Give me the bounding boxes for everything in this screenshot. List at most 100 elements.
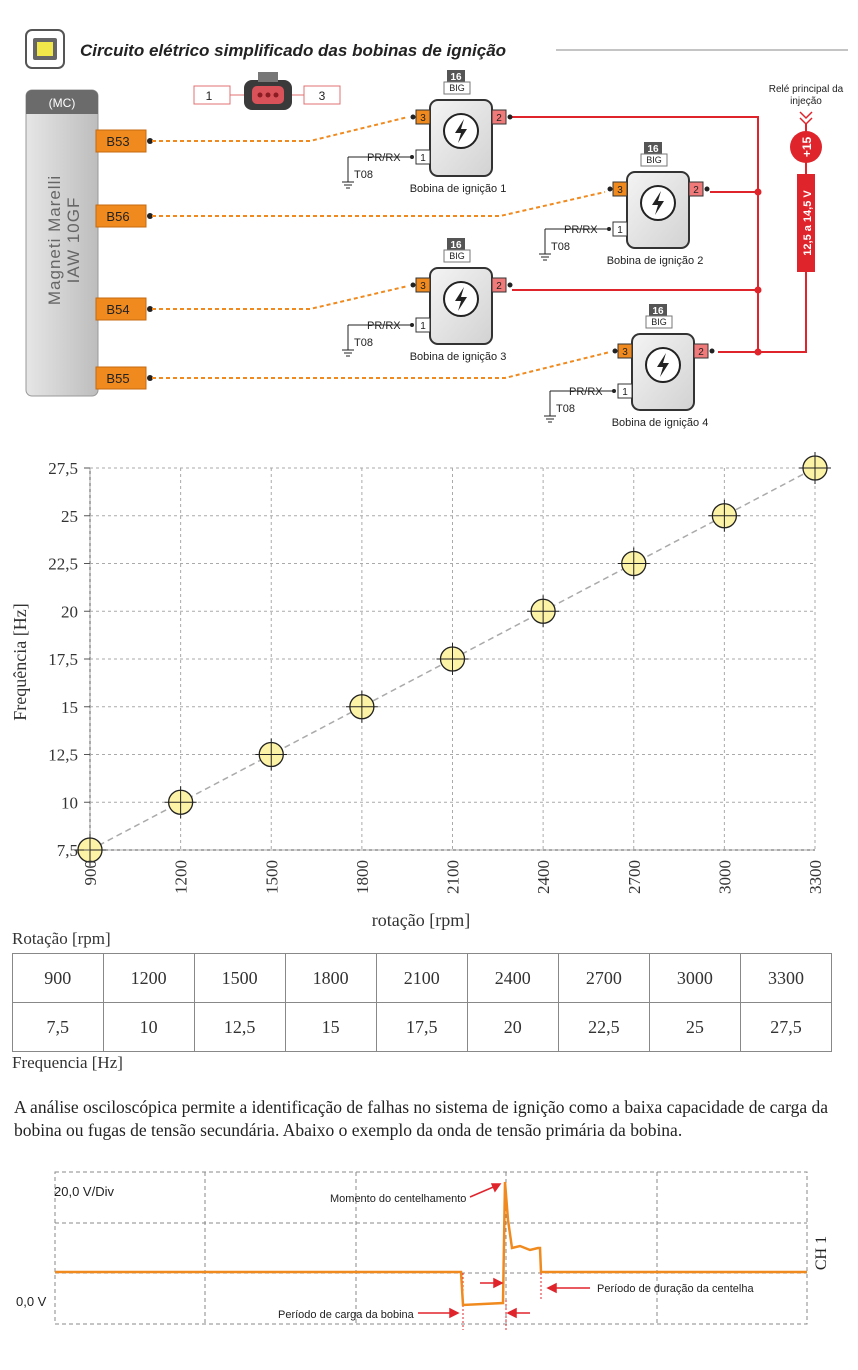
coil-pin-2: 2 bbox=[693, 343, 715, 359]
ground-label: PR/RX bbox=[367, 320, 401, 332]
scope-arrows bbox=[418, 1183, 590, 1319]
coil-pin-3: 3 bbox=[612, 343, 633, 359]
lightning-bolt-icon bbox=[443, 281, 479, 317]
chart-y-tick-label: 7,5 bbox=[57, 841, 78, 860]
svg-text:16: 16 bbox=[652, 306, 664, 317]
table-cell-rpm: 2700 bbox=[557, 953, 650, 1003]
coil-pin-2: 2 bbox=[491, 277, 513, 293]
signal-wires bbox=[152, 116, 611, 379]
chart-point bbox=[345, 690, 378, 723]
table-cell-hz: 7,5 bbox=[12, 1002, 104, 1052]
chart-y-tick-label: 20 bbox=[61, 602, 78, 621]
coil-name: Bobina de ignição 2 bbox=[607, 255, 704, 267]
chart-y-tick-label: 25 bbox=[61, 507, 78, 526]
scope-zero: 0,0 V bbox=[16, 1294, 47, 1309]
ecu-pin-b53: B53 bbox=[95, 129, 153, 153]
rpm-frequency-table: 900 1200 1500 1800 2100 2400 2700 3000 3300 7,5 1… bbox=[12, 953, 833, 1052]
svg-text:1: 1 bbox=[420, 153, 426, 164]
ecu-pin-b54: B54 bbox=[95, 297, 153, 321]
table-row-rpm: 900 1200 1500 1800 2100 2400 2700 3000 3300 bbox=[12, 953, 833, 1003]
relay-supply: +15 bbox=[800, 136, 814, 157]
ground-ref: T08 bbox=[556, 403, 575, 415]
svg-text:16: 16 bbox=[450, 72, 462, 83]
table-cell-hz: 17,5 bbox=[375, 1002, 468, 1052]
svg-text:1: 1 bbox=[617, 225, 623, 236]
ecu-module: (MC) Magneti Marelli IAW 10GF bbox=[25, 89, 99, 397]
chart-y-tick-label: 10 bbox=[61, 793, 78, 812]
svg-text:BIG: BIG bbox=[449, 83, 465, 93]
svg-text:BIG: BIG bbox=[449, 251, 465, 261]
svg-text:B55: B55 bbox=[106, 371, 129, 386]
chart-point bbox=[799, 452, 831, 484]
chart-y-tick-label: 15 bbox=[61, 698, 78, 717]
table-cell-rpm: 2400 bbox=[466, 953, 559, 1003]
svg-text:3: 3 bbox=[319, 89, 326, 103]
table-cell-rpm: 3300 bbox=[739, 953, 833, 1003]
svg-text:B53: B53 bbox=[106, 134, 129, 149]
chart-x-tick-label: 1800 bbox=[353, 860, 372, 894]
chart-point bbox=[164, 786, 197, 819]
wire-junctions bbox=[754, 188, 762, 356]
table-cell-rpm: 1800 bbox=[284, 953, 377, 1003]
svg-text:2: 2 bbox=[496, 113, 502, 124]
table-row-hz: 7,5 10 12,5 15 17,5 20 22,5 25 27,5 bbox=[12, 1002, 833, 1052]
table-cell-rpm: 1500 bbox=[193, 953, 286, 1003]
table-cell-hz: 25 bbox=[648, 1002, 741, 1052]
ground-label: PR/RX bbox=[564, 224, 598, 236]
coil-pin-1: 1 bbox=[617, 383, 633, 399]
ground-symbol bbox=[544, 389, 616, 423]
svg-text:BIG: BIG bbox=[646, 155, 662, 165]
chart-y-ticks: 7,5 10 12,5 15 17,5 20 22,5 25 27,5 bbox=[48, 459, 90, 860]
coil-pin-3: 3 bbox=[410, 109, 431, 125]
ecu-pin-b56: B56 bbox=[95, 204, 153, 228]
svg-text:B56: B56 bbox=[106, 209, 129, 224]
header-icon bbox=[25, 29, 65, 69]
chart-y-tick-label: 17,5 bbox=[48, 650, 78, 669]
svg-text:1: 1 bbox=[622, 387, 628, 398]
chart-y-tick-label: 27,5 bbox=[48, 459, 78, 478]
chart-x-tick-label: 900 bbox=[81, 860, 100, 886]
ground-label: PR/RX bbox=[569, 386, 603, 398]
svg-text:16: 16 bbox=[450, 240, 462, 251]
chart-y-tick-label: 22,5 bbox=[48, 555, 78, 574]
chart-y-label: Frequência [Hz] bbox=[10, 603, 30, 720]
ground-ref: T08 bbox=[551, 241, 570, 253]
svg-text:2: 2 bbox=[693, 185, 699, 196]
header-title: Circuito elétrico simplificado das bobin… bbox=[80, 41, 506, 60]
ground-symbol bbox=[342, 155, 414, 189]
table-cell-hz: 20 bbox=[466, 1002, 559, 1052]
chart-trend-line bbox=[89, 467, 816, 851]
svg-text:1: 1 bbox=[420, 321, 426, 332]
chart-point bbox=[255, 738, 288, 771]
scope-annotation-charge: Período de carga da bobina bbox=[278, 1309, 415, 1321]
ignition-circuit-diagram: Circuito elétrico simplificado das bobin… bbox=[25, 29, 848, 429]
ecu-name-line1: Magneti Marelli bbox=[45, 175, 64, 305]
scope-trace bbox=[55, 1181, 807, 1307]
svg-text:BIG: BIG bbox=[651, 317, 667, 327]
ground-ref: T08 bbox=[354, 169, 373, 181]
svg-text:3: 3 bbox=[622, 347, 628, 358]
frequency-rpm-chart: 7,5 10 12,5 15 17,5 20 22,5 25 27,5 900 1200 1500 1… bbox=[10, 452, 831, 894]
svg-text:2: 2 bbox=[698, 347, 704, 358]
oscilloscope-description: A análise osciloscópica permite a identi… bbox=[14, 1097, 829, 1140]
coil-name: Bobina de ignição 1 bbox=[410, 183, 507, 195]
coil-name: Bobina de ignição 3 bbox=[410, 351, 507, 363]
svg-text:2: 2 bbox=[496, 281, 502, 292]
ecu-pin-b55: B55 bbox=[95, 366, 153, 390]
ground-label: PR/RX bbox=[367, 152, 401, 164]
table-cell-rpm: 1200 bbox=[102, 953, 195, 1003]
scope-channel: CH 1 bbox=[813, 1236, 830, 1270]
chart-x-tick-label: 3000 bbox=[715, 860, 734, 894]
scope-annotation-duration: Período de duração da centelha bbox=[597, 1283, 754, 1295]
table-cell-hz: 10 bbox=[102, 1002, 195, 1052]
coil-name: Bobina de ignição 4 bbox=[612, 417, 709, 429]
scope-scale: 20,0 V/Div bbox=[54, 1184, 114, 1199]
svg-text:3: 3 bbox=[420, 281, 426, 292]
lightning-bolt-icon bbox=[645, 347, 681, 383]
lightning-bolt-icon bbox=[443, 113, 479, 149]
